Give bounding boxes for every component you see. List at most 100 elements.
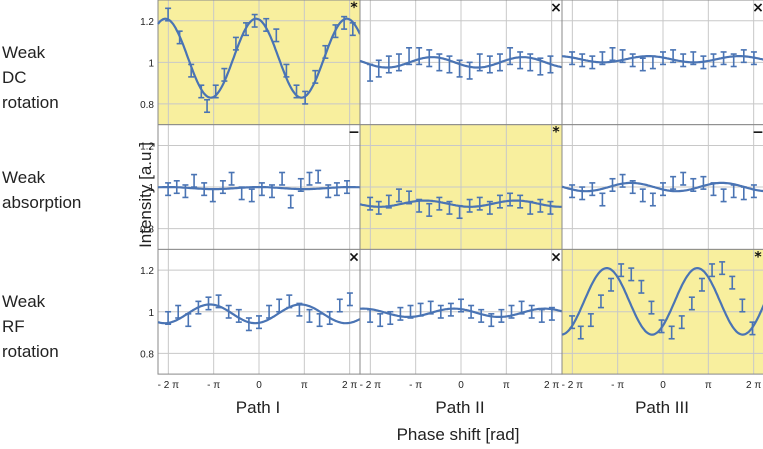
data-point [639,57,646,72]
col-title-path-i: Path I [235,398,281,417]
data-point [258,182,265,197]
x-tick-label: 2 π [342,380,357,391]
data-point [700,55,707,70]
data-point [173,180,180,195]
panel-marker: − [752,125,763,141]
data-point [740,49,747,64]
data-point [660,182,666,197]
data-point [276,298,283,313]
data-point [508,304,515,319]
panel-r1-c1: * [359,124,563,250]
data-point [507,47,514,66]
x-tick-label: 0 [660,380,666,391]
data-point [668,325,675,340]
data-point [375,200,382,215]
data-point [212,84,219,99]
data-point [609,177,616,193]
data-point [296,302,303,317]
data-point [670,49,677,64]
data-point [397,306,404,321]
data-point [341,15,348,30]
data-point [488,313,495,328]
data-point [336,298,343,313]
data-point [527,200,534,215]
data-point [427,300,434,315]
data-point [660,51,666,66]
data-point [266,304,273,319]
data-point [720,51,727,66]
panel-r2-c0: 0.8 1 1.2 - 2 π - π 0 π 2 π × [140,248,361,391]
data-point [639,188,646,203]
panel-marker: * [350,0,358,16]
data-point [678,315,685,330]
data-point [466,61,473,80]
data-point [263,17,270,32]
data-point [293,84,300,99]
data-point [700,175,707,190]
data-point [312,69,319,84]
row-label-weak-rf-rotation: Weak RF rotation [2,292,59,361]
data-point [579,53,586,68]
panel-marker: × [550,0,562,16]
data-point [417,302,424,317]
data-point [306,308,313,323]
data-point [496,194,503,209]
data-point [709,263,716,278]
data-point [609,47,616,62]
data-point [517,51,524,70]
data-point [302,90,309,105]
data-point [436,196,443,211]
x-tick-label: 0 [256,380,262,391]
data-point [740,186,747,201]
data-point [720,188,727,203]
col-title-path-iii: Path III [635,398,689,417]
x-tick-label: - π [611,380,624,391]
data-point [690,51,697,66]
data-point [315,169,322,184]
data-point [589,55,596,70]
data-point [569,184,576,199]
col-title-path-ii: Path II [435,398,485,417]
data-point [719,261,726,276]
data-point [496,53,503,72]
data-point [710,53,717,68]
data-point [375,59,382,78]
data-point [730,53,737,68]
data-point [306,171,313,186]
data-point [279,171,286,186]
data-point [219,180,226,195]
panel-r0-c0: 0.8 1 1.2 * [140,0,361,126]
data-point [273,28,280,43]
data-point [367,308,374,323]
data-point [248,188,255,203]
data-point [527,53,534,72]
data-point [648,300,655,315]
data-point [629,180,636,195]
panel-r2-c2: - 2 π - π 0 π 2 π * [561,248,763,391]
data-point [577,325,584,340]
panel-r1-c2: − [561,124,763,250]
data-point [225,304,232,319]
data-point [436,53,443,72]
data-point [498,308,505,323]
data-point [456,59,463,78]
y-tick-label: 1.2 [140,17,154,28]
fit-curve [359,56,563,69]
panel-r1-c0: 0.8 1 1.2 − [140,124,361,250]
x-tick-label: 0 [458,380,464,391]
data-point [608,277,615,292]
data-point [395,53,402,72]
data-point [750,184,757,199]
data-point [188,63,195,78]
data-point [322,44,329,59]
data-point [316,313,323,328]
data-point [739,298,746,313]
data-point [344,180,351,195]
data-point [618,263,625,278]
data-point [569,315,576,330]
data-point [407,304,414,319]
data-point [326,310,333,326]
panel-frame [561,248,763,375]
x-tick-label: - 2 π [360,380,381,391]
data-point [325,184,332,199]
